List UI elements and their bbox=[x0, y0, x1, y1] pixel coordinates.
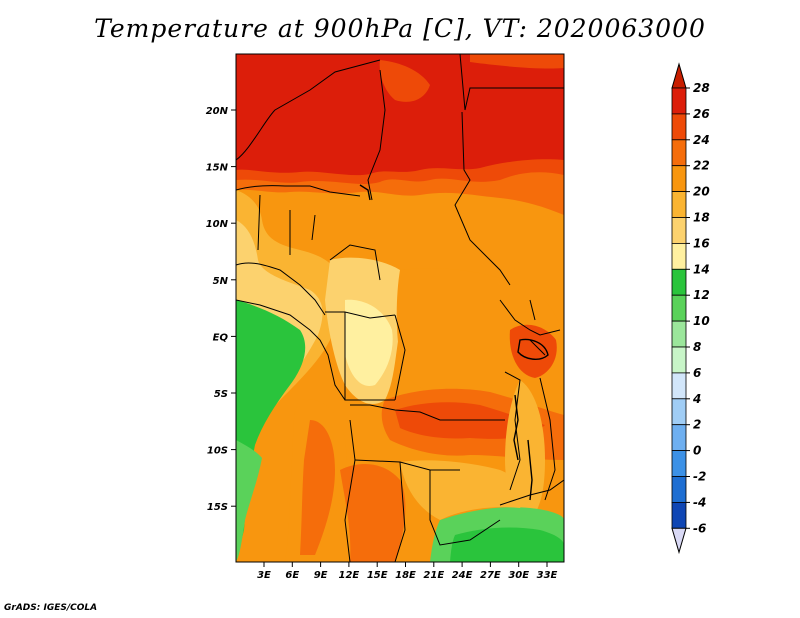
colorbar-label: 26 bbox=[693, 107, 710, 121]
colorbar-label: 12 bbox=[693, 288, 710, 302]
colorbar-label: 28 bbox=[693, 81, 710, 95]
temperature-field bbox=[236, 54, 564, 562]
colorbar-label: 6 bbox=[693, 366, 701, 380]
colorbar-segment bbox=[671, 320, 687, 348]
colorbar-segment bbox=[671, 217, 687, 244]
chart-title: Temperature at 900hPa [C], VT: 202006300… bbox=[94, 14, 706, 43]
lat-tick-label: 10S bbox=[207, 446, 228, 457]
colorbar-segment bbox=[671, 398, 687, 426]
colorbar-label: 16 bbox=[693, 236, 710, 250]
lon-tick-label: 24E bbox=[452, 570, 473, 581]
latitude-axis: 20N 15N 10N 5N EQ 5S 10S 15S bbox=[206, 106, 236, 513]
lat-tick-label: 5N bbox=[213, 276, 229, 287]
colorbar-under-arrow bbox=[671, 527, 687, 555]
colorbar-segment bbox=[671, 501, 687, 529]
lon-tick-label: 33E bbox=[537, 570, 558, 581]
country-borders bbox=[236, 54, 564, 562]
colorbar-label: -4 bbox=[693, 495, 706, 509]
colorbar-segment bbox=[671, 113, 687, 141]
colorbar-label: 18 bbox=[693, 211, 710, 225]
lat-tick-label: 15S bbox=[207, 502, 228, 513]
colorbar-label: 22 bbox=[693, 159, 710, 173]
colorbar-label: 14 bbox=[693, 262, 710, 276]
colorbar-segment bbox=[671, 139, 687, 167]
lon-tick-label: 6E bbox=[285, 570, 299, 581]
lon-tick-label: 9E bbox=[314, 570, 328, 581]
lon-tick-label: 21E bbox=[423, 570, 444, 581]
lat-tick-label: 20N bbox=[206, 106, 229, 117]
longitude-axis: 3E 6E 9E 12E 15E 18E 21E 24E 27E 30E 33E bbox=[257, 562, 558, 581]
lat-tick-label: 10N bbox=[206, 219, 229, 230]
colorbar-label: 20 bbox=[693, 185, 710, 199]
colorbar-segment bbox=[671, 346, 687, 374]
colorbar-segment bbox=[671, 191, 687, 218]
lat-tick-label: 5S bbox=[214, 389, 228, 400]
colorbar-segment bbox=[671, 372, 687, 400]
map-frame bbox=[235, 53, 565, 563]
lon-tick-label: 30E bbox=[508, 570, 529, 581]
lon-tick-label: 18E bbox=[395, 570, 416, 581]
lat-tick-label: 15N bbox=[206, 163, 229, 174]
colorbar-segment bbox=[671, 424, 687, 452]
colorbar-segment bbox=[671, 268, 687, 296]
grads-credit: GrADS: IGES/COLA bbox=[4, 603, 98, 613]
lon-tick-label: 27E bbox=[480, 570, 501, 581]
colorbar-segment bbox=[671, 294, 687, 322]
colorbar-label: -2 bbox=[693, 470, 706, 484]
colorbar-label: 2 bbox=[693, 418, 701, 432]
lon-tick-label: 15E bbox=[367, 570, 388, 581]
colorbar-segment bbox=[671, 165, 687, 192]
lon-tick-label: 3E bbox=[257, 570, 271, 581]
colorbar-label: 8 bbox=[693, 340, 701, 354]
colorbar-segment bbox=[671, 476, 687, 503]
lat-tick-label: EQ bbox=[213, 332, 229, 343]
colorbar-over-arrow bbox=[671, 62, 687, 89]
colorbar-label: 4 bbox=[692, 392, 701, 406]
colorbar-segment bbox=[671, 450, 687, 477]
colorbar-segment bbox=[671, 242, 687, 270]
colorbar-segment bbox=[671, 87, 687, 115]
colorbar-label: 24 bbox=[693, 133, 710, 147]
colorbar-label: -6 bbox=[693, 521, 706, 535]
colorbar-label: 0 bbox=[693, 444, 701, 458]
colorbar-label: 10 bbox=[693, 314, 710, 328]
lakes bbox=[359, 184, 549, 501]
lon-tick-label: 12E bbox=[339, 570, 360, 581]
